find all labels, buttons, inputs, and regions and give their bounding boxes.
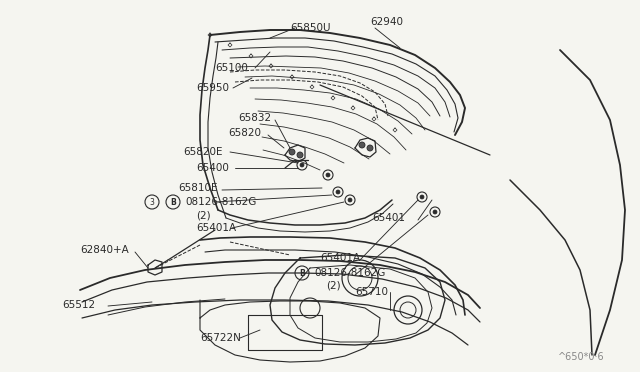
Circle shape (420, 195, 424, 199)
Text: 65850U: 65850U (290, 23, 330, 33)
Text: (2): (2) (326, 281, 340, 291)
Text: 65810E: 65810E (178, 183, 218, 193)
Circle shape (289, 149, 295, 155)
Text: 65832: 65832 (238, 113, 271, 123)
Circle shape (359, 142, 365, 148)
Text: 65820: 65820 (228, 128, 261, 138)
Text: ^650*0·6: ^650*0·6 (558, 352, 605, 362)
Text: 65400: 65400 (196, 163, 229, 173)
Text: 65401A: 65401A (320, 253, 360, 263)
Text: 65100: 65100 (215, 63, 248, 73)
Text: 65950: 65950 (196, 83, 229, 93)
Text: B: B (170, 198, 176, 206)
Text: 3: 3 (150, 198, 154, 206)
Circle shape (348, 198, 352, 202)
Text: 65722N: 65722N (200, 333, 241, 343)
Circle shape (433, 210, 437, 214)
Text: B: B (299, 269, 305, 278)
Text: 08126-8162G: 08126-8162G (185, 197, 257, 207)
Text: 08126-8162G: 08126-8162G (314, 268, 385, 278)
Circle shape (297, 152, 303, 158)
Circle shape (367, 145, 373, 151)
Circle shape (336, 190, 340, 194)
Circle shape (326, 173, 330, 177)
Circle shape (300, 163, 304, 167)
Text: (2): (2) (196, 210, 211, 220)
Text: 65512: 65512 (62, 300, 95, 310)
Text: 65820E: 65820E (183, 147, 223, 157)
Text: 62940: 62940 (370, 17, 403, 27)
Text: 65710: 65710 (355, 287, 388, 297)
Text: 65401: 65401 (372, 213, 405, 223)
Text: 65401A: 65401A (196, 223, 236, 233)
Text: 62840+A: 62840+A (80, 245, 129, 255)
